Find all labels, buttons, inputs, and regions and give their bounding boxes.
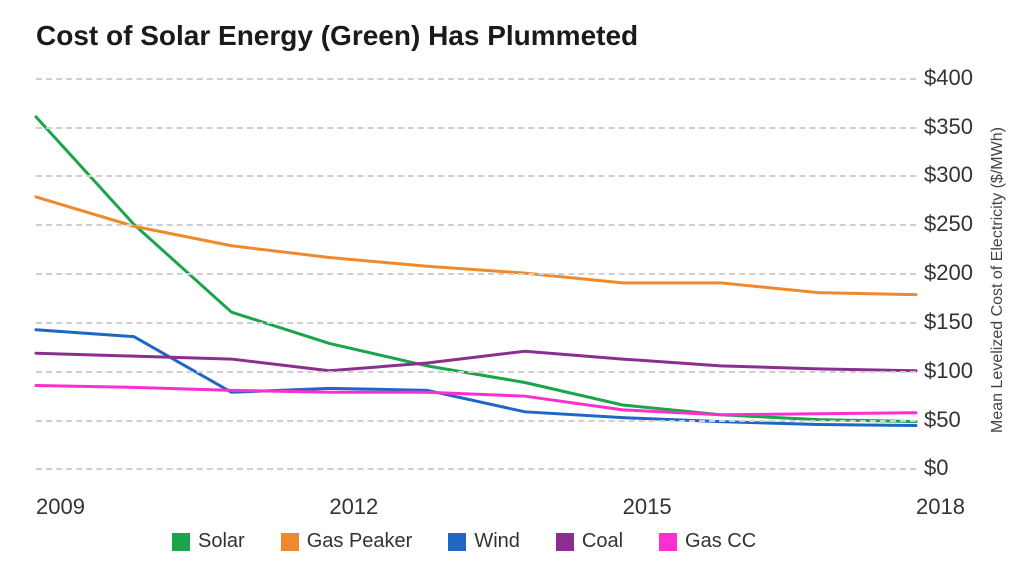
chart-lines — [36, 68, 916, 488]
gridline — [36, 273, 916, 275]
y-tick-label: $300 — [924, 162, 973, 188]
legend-item: Coal — [556, 530, 623, 553]
series-line — [36, 197, 916, 295]
gridline — [36, 224, 916, 226]
legend-swatch — [281, 533, 299, 551]
gridline — [36, 420, 916, 422]
legend-item: Solar — [172, 530, 245, 553]
gridline — [36, 127, 916, 129]
legend-item: Gas Peaker — [281, 530, 413, 553]
legend-swatch — [448, 533, 466, 551]
x-tick-label: 2009 — [36, 494, 85, 520]
legend-item: Gas CC — [659, 530, 756, 553]
gridline — [36, 175, 916, 177]
chart-legend: Solar Gas Peaker Wind Coal Gas CC — [172, 530, 756, 553]
legend-swatch — [172, 533, 190, 551]
y-tick-label: $400 — [924, 65, 973, 91]
x-tick-label: 2012 — [329, 494, 378, 520]
gridline — [36, 322, 916, 324]
gridline — [36, 371, 916, 373]
y-tick-label: $100 — [924, 358, 973, 384]
legend-label: Gas CC — [685, 530, 756, 553]
legend-label: Coal — [582, 530, 623, 553]
gridline — [36, 78, 916, 80]
y-tick-label: $150 — [924, 309, 973, 335]
legend-swatch — [556, 533, 574, 551]
series-line — [36, 330, 916, 426]
legend-label: Gas Peaker — [307, 530, 413, 553]
y-tick-label: $0 — [924, 455, 948, 481]
legend-item: Wind — [448, 530, 520, 553]
legend-label: Wind — [474, 530, 520, 553]
x-tick-label: 2015 — [623, 494, 672, 520]
y-tick-label: $250 — [924, 211, 973, 237]
y-tick-label: $50 — [924, 407, 961, 433]
y-tick-label: $350 — [924, 114, 973, 140]
y-axis-title: Mean Levelized Cost of Electricity ($/MW… — [989, 127, 1007, 433]
y-tick-label: $200 — [924, 260, 973, 286]
chart-title: Cost of Solar Energy (Green) Has Plummet… — [36, 20, 638, 52]
chart-plot-area: $0$50$100$150$200$250$300$350$4002009201… — [36, 68, 916, 488]
x-tick-label: 2018 — [916, 494, 965, 520]
legend-label: Solar — [198, 530, 245, 553]
gridline — [36, 468, 916, 470]
legend-swatch — [659, 533, 677, 551]
series-line — [36, 351, 916, 371]
